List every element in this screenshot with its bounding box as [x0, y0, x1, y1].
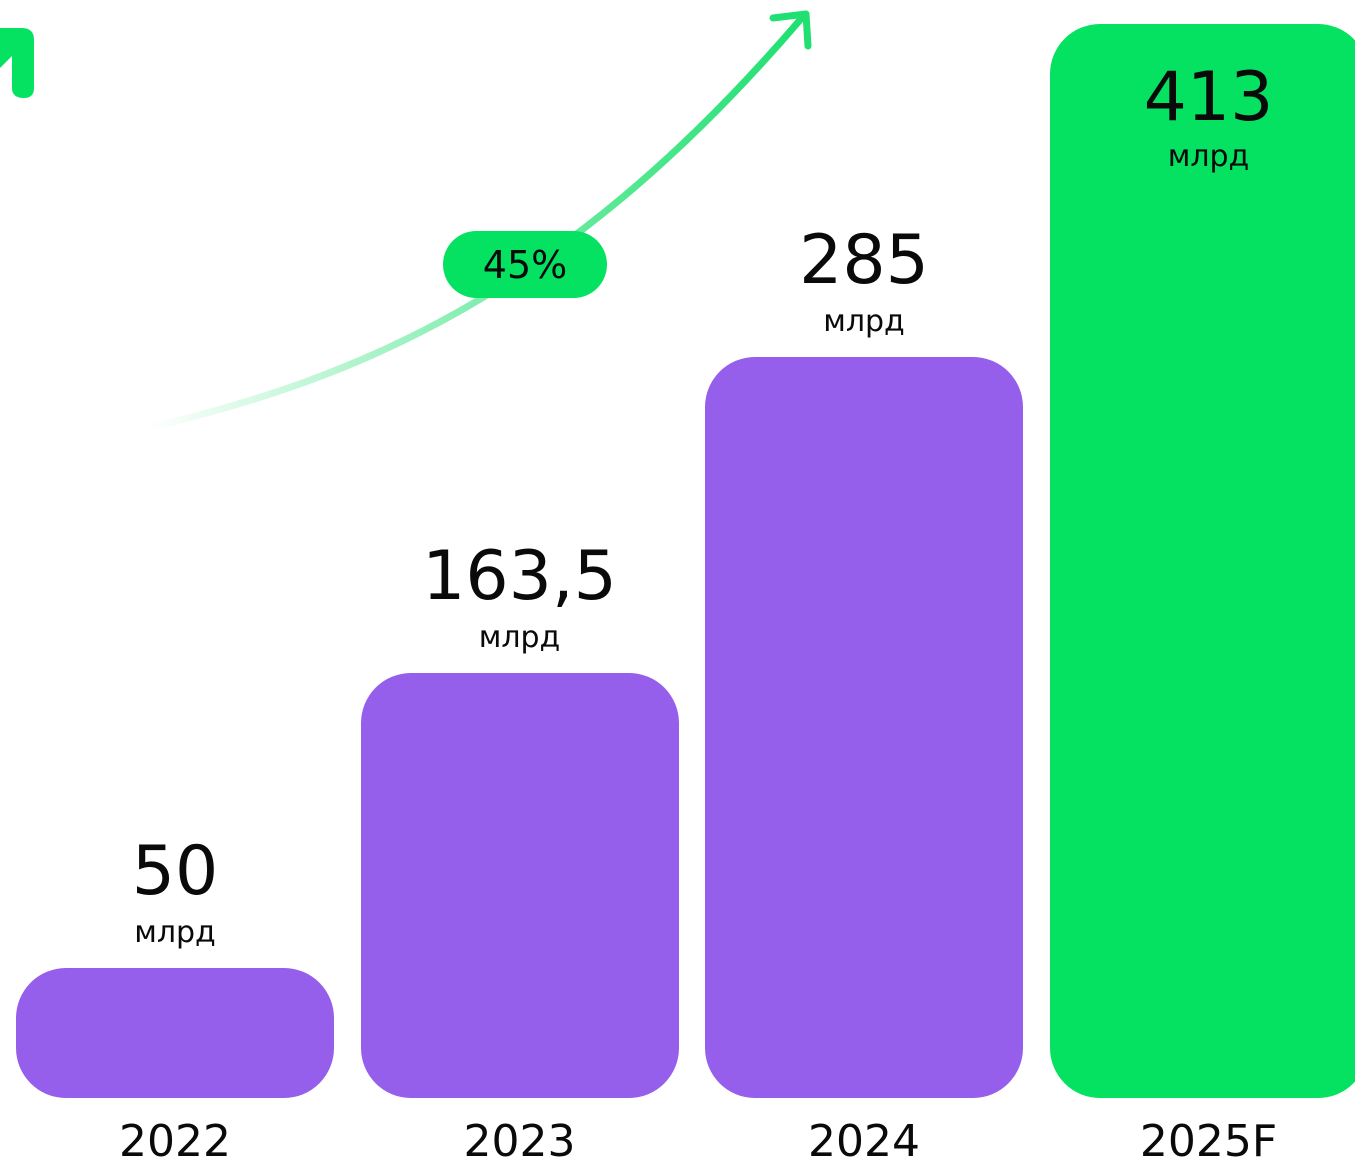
category-label-2023: 2023 [360, 1120, 680, 1164]
value-label-2025F: 413 [1049, 64, 1355, 132]
bar-2023 [361, 673, 679, 1098]
growth-badge: 45% [443, 231, 607, 298]
bar-2024 [705, 357, 1023, 1098]
unit-label-2024: млрд [704, 307, 1024, 337]
category-label-2022: 2022 [15, 1120, 335, 1164]
unit-label-2023: млрд [360, 623, 680, 653]
bar-2022 [16, 968, 334, 1098]
value-label-2023: 163,5 [360, 543, 680, 611]
bar-2025F [1050, 24, 1355, 1098]
unit-label-2025F: млрд [1049, 142, 1355, 172]
category-label-2025F: 2025F [1049, 1120, 1355, 1164]
value-label-2022: 50 [15, 838, 335, 906]
value-label-2024: 285 [704, 227, 1024, 295]
category-label-2024: 2024 [704, 1120, 1024, 1164]
unit-label-2022: млрд [15, 918, 335, 948]
